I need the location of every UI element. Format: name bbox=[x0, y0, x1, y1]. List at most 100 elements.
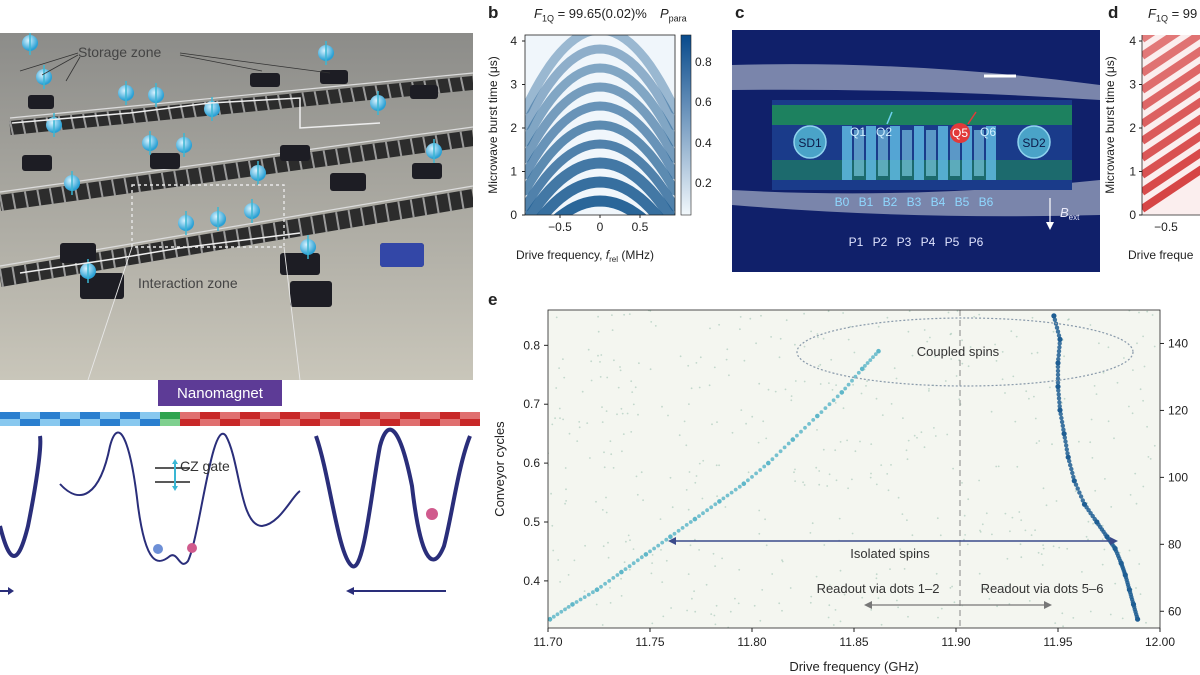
noise-dot bbox=[715, 604, 718, 607]
noise-dot bbox=[815, 575, 818, 578]
data-point bbox=[717, 499, 722, 504]
noise-dot bbox=[819, 363, 822, 366]
panel-b-ylabel: Microwave burst time (μs) bbox=[486, 56, 500, 194]
noise-dot bbox=[629, 539, 631, 542]
noise-dot bbox=[622, 433, 625, 435]
noise-dot bbox=[632, 403, 635, 406]
noise-dot bbox=[978, 572, 981, 575]
data-point-track bbox=[835, 394, 840, 399]
data-point bbox=[859, 366, 865, 372]
noise-dot bbox=[895, 377, 898, 380]
rail-tooth bbox=[397, 201, 403, 220]
x-tick-label: 11.70 bbox=[533, 635, 562, 649]
colorbar-tick-label: 0.8 bbox=[695, 55, 712, 69]
noise-dot bbox=[552, 549, 555, 552]
noise-dot bbox=[743, 359, 746, 362]
data-point-track bbox=[1057, 404, 1062, 409]
fringe-band bbox=[553, 195, 647, 215]
noise-dot bbox=[625, 540, 627, 543]
noise-dot bbox=[994, 343, 996, 346]
rail-tooth bbox=[359, 145, 365, 162]
noise-dot bbox=[695, 362, 698, 364]
data-point-track bbox=[1055, 329, 1061, 334]
noise-dot bbox=[678, 434, 681, 437]
noise-dot bbox=[603, 451, 605, 454]
magnet-segment bbox=[20, 412, 40, 419]
data-point bbox=[790, 437, 796, 442]
noise-dot bbox=[1095, 393, 1098, 395]
noise-dot bbox=[1136, 342, 1138, 345]
noise-dot bbox=[627, 534, 630, 537]
noise-dot bbox=[905, 449, 908, 452]
data-point-track bbox=[750, 475, 754, 479]
qubit-label-q6: Q6 bbox=[980, 125, 996, 139]
magnet-segment bbox=[340, 412, 360, 419]
noise-dot bbox=[619, 369, 622, 372]
noise-dot bbox=[581, 390, 584, 393]
noise-dot bbox=[609, 587, 611, 589]
noise-dot bbox=[568, 432, 571, 435]
noise-dot bbox=[638, 362, 640, 365]
noise-dot bbox=[642, 499, 644, 502]
noise-dot bbox=[875, 577, 878, 580]
rail-tooth bbox=[130, 108, 136, 124]
noise-dot bbox=[963, 514, 966, 517]
rail-tooth bbox=[384, 141, 390, 159]
noise-dot bbox=[699, 356, 702, 359]
noise-dot bbox=[1003, 585, 1006, 588]
fringe-band bbox=[1142, 97, 1200, 145]
noise-dot bbox=[620, 595, 623, 597]
noise-dot bbox=[815, 466, 818, 469]
rail-tooth bbox=[252, 97, 258, 112]
noise-dot bbox=[702, 459, 705, 462]
data-point-track bbox=[603, 581, 607, 586]
rail-tooth bbox=[135, 175, 141, 193]
noise-dot bbox=[881, 414, 884, 416]
noise-dot bbox=[1063, 355, 1065, 358]
noise-dot bbox=[852, 383, 854, 386]
noise-dot bbox=[928, 388, 930, 390]
noise-dot bbox=[794, 380, 797, 382]
panel-e-ylabel: Conveyor cycles bbox=[492, 421, 507, 517]
data-point-track bbox=[660, 540, 665, 545]
plunger-gate bbox=[950, 130, 960, 176]
noise-dot bbox=[903, 568, 906, 570]
qubit-label-q2: Q2 bbox=[876, 125, 892, 139]
magnet-segment bbox=[200, 419, 220, 426]
noise-dot bbox=[1139, 593, 1142, 595]
data-point-track bbox=[652, 546, 656, 551]
noise-dot bbox=[1030, 534, 1033, 536]
noise-dot bbox=[683, 420, 686, 423]
noise-dot bbox=[843, 593, 846, 596]
noise-dot bbox=[724, 506, 727, 508]
magnet-segment bbox=[180, 419, 200, 426]
noise-dot bbox=[687, 573, 690, 575]
data-point-track bbox=[551, 614, 556, 619]
noise-dot bbox=[828, 473, 831, 476]
magnet-segment bbox=[300, 412, 320, 419]
rail-tooth bbox=[386, 84, 392, 99]
spin-blue-small bbox=[153, 544, 163, 554]
noise-dot bbox=[961, 339, 963, 342]
noise-dot bbox=[842, 407, 845, 410]
y-tick-label: 0.8 bbox=[523, 338, 540, 352]
plunger-gate bbox=[974, 130, 984, 176]
noise-dot bbox=[983, 586, 986, 589]
rail-tooth bbox=[322, 214, 328, 233]
noise-dot bbox=[1067, 591, 1070, 594]
noise-dot bbox=[728, 374, 730, 377]
noise-dot bbox=[661, 405, 663, 408]
noise-dot bbox=[595, 603, 598, 606]
noise-dot bbox=[649, 310, 652, 312]
noise-dot bbox=[937, 616, 939, 619]
data-point-track bbox=[1056, 396, 1062, 401]
isolated-spins-label: Isolated spins bbox=[850, 546, 930, 561]
noise-dot bbox=[729, 610, 732, 613]
magnet-segment bbox=[80, 412, 100, 419]
noise-dot bbox=[745, 422, 747, 425]
gate-electrodes bbox=[842, 126, 996, 180]
noise-dot bbox=[1014, 420, 1017, 423]
data-point-track bbox=[709, 505, 714, 510]
noise-dot bbox=[851, 532, 854, 535]
panel-b-colorbar-label: Ppara bbox=[660, 6, 687, 24]
